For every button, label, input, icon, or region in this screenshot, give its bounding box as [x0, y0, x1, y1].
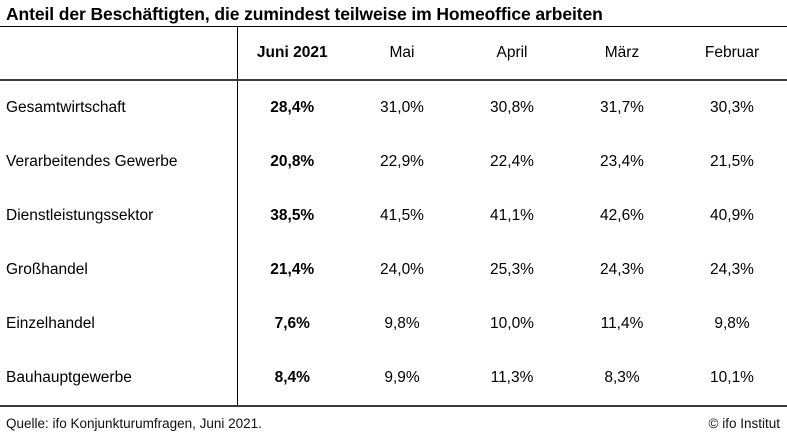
table-row: Verarbeitendes Gewerbe 20,8% 22,9% 22,4%…	[0, 135, 787, 189]
table-cell: 40,9%	[710, 207, 754, 224]
page-title: Anteil der Beschäftigten, die zumindest …	[0, 0, 787, 27]
row-label: Einzelhandel	[6, 315, 95, 332]
table-cell: 9,8%	[714, 315, 750, 332]
table-cell: 9,9%	[347, 351, 457, 407]
table-cell: 11,4%	[600, 315, 644, 332]
column-header-mai: Mai	[347, 27, 457, 81]
source-note: Quelle: ifo Konjunkturumfragen, Juni 202…	[6, 416, 262, 431]
footer: Quelle: ifo Konjunkturumfragen, Juni 202…	[0, 407, 787, 431]
table-row: Großhandel 21,4% 24,0% 25,3% 24,3% 24,3%	[0, 243, 787, 297]
table-cell: 22,9%	[380, 153, 424, 170]
table-cell: 11,3%	[457, 351, 567, 407]
table-cell: 10,0%	[490, 315, 534, 332]
table-cell: 20,8%	[236, 135, 347, 189]
table-cell: 42,6%	[600, 207, 644, 224]
table-cell: 21,4%	[236, 243, 347, 297]
table-cell: 38,5%	[236, 189, 347, 243]
table-cell: 31,0%	[380, 99, 424, 116]
column-header-april: April	[457, 27, 567, 81]
row-label: Bauhauptgewerbe	[0, 351, 237, 407]
table-row: Bauhauptgewerbe 8,4% 9,9% 11,3% 8,3% 10,…	[0, 351, 787, 407]
table-cell: 28,4%	[236, 80, 347, 135]
table-row: Einzelhandel 7,6% 9,8% 10,0% 11,4% 9,8%	[0, 297, 787, 351]
table-cell: 41,1%	[490, 207, 534, 224]
table-cell: 24,3%	[710, 261, 754, 278]
table-cell: 30,3%	[710, 99, 754, 116]
row-label: Dienstleistungssektor	[6, 207, 154, 224]
table-row: Dienstleistungssektor 38,5% 41,5% 41,1% …	[0, 189, 787, 243]
copyright-note: © ifo Institut	[708, 416, 780, 431]
table-cell: 22,4%	[490, 153, 534, 170]
table-cell: 10,1%	[677, 351, 787, 407]
table-row: Gesamtwirtschaft 28,4% 31,0% 30,8% 31,7%…	[0, 80, 787, 135]
table-cell: 23,4%	[600, 153, 644, 170]
table-cell: 8,4%	[236, 351, 347, 407]
table-cell: 24,0%	[380, 261, 424, 278]
table-cell: 7,6%	[236, 297, 347, 351]
column-header-juni-2021: Juni 2021	[236, 27, 347, 81]
column-header-maerz: März	[567, 27, 677, 81]
column-header-februar: Februar	[677, 27, 787, 81]
row-label: Gesamtwirtschaft	[6, 99, 126, 116]
header-row: Juni 2021 Mai April März Februar	[0, 27, 787, 81]
table-cell: 25,3%	[490, 261, 534, 278]
table-cell: 9,8%	[384, 315, 420, 332]
table-cell: 30,8%	[490, 99, 534, 116]
table-cell: 24,3%	[600, 261, 644, 278]
empty-corner-cell	[0, 27, 237, 81]
table-cell: 8,3%	[567, 351, 677, 407]
row-label: Verarbeitendes Gewerbe	[6, 153, 178, 170]
table-cell: 41,5%	[380, 207, 424, 224]
table-cell: 31,7%	[600, 99, 644, 116]
row-label: Großhandel	[6, 261, 88, 278]
table-cell: 21,5%	[710, 153, 754, 170]
homeoffice-table: Juni 2021 Mai April März Februar Gesamtw…	[0, 27, 787, 407]
